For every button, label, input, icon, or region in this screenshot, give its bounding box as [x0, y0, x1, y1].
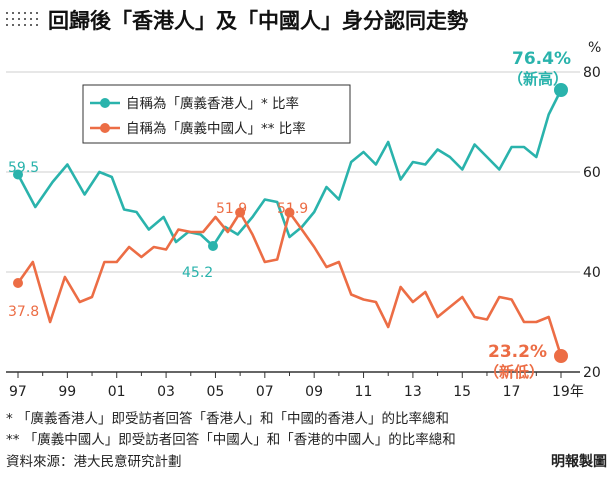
legend-marker-hk	[100, 98, 110, 108]
x-tick-label-2: 01	[108, 384, 126, 400]
x-tick-label-11: 19年	[552, 384, 584, 400]
data-marker-4	[13, 278, 23, 288]
data-label-hk-2005: 45.2	[182, 265, 213, 281]
title-dots	[6, 12, 38, 26]
x-tick-label-10: 17	[503, 384, 521, 400]
x-tick-labels: 97 99 01 03 05 07 09 11 13 15 17 19年	[9, 384, 584, 400]
x-tick-label-1: 99	[58, 384, 76, 400]
data-marker-2	[554, 83, 568, 97]
data-label-hk-1997: 59.5	[8, 160, 39, 176]
x-tick-label-6: 09	[305, 384, 323, 400]
data-label-hk-2019-note: （新高）	[508, 70, 568, 88]
y-tick-label-20: 20	[583, 365, 601, 381]
credit: 明報製圖	[551, 453, 607, 470]
chart-title: 回歸後「香港人」及「中國人」身分認同走勢	[48, 8, 468, 33]
legend: 自稱為「廣義香港人」* 比率 自稱為「廣義中國人」** 比率	[82, 84, 351, 144]
x-tick-label-9: 15	[453, 384, 471, 400]
x-tick-label-7: 11	[355, 384, 373, 400]
series-line-0	[16, 89, 563, 248]
data-label-cn-2006: 51.9	[216, 201, 247, 217]
legend-label-hk: 自稱為「廣義香港人」* 比率	[126, 95, 299, 112]
y-axis-unit: %	[588, 40, 601, 56]
legend-box	[82, 84, 351, 144]
data-marker-5	[235, 207, 246, 218]
footnote-hk: * 「廣義香港人」即受訪者回答「香港人」和「中國的香港人」的比率總和	[6, 410, 449, 427]
x-tick-marks	[17, 372, 562, 378]
data-label-cn-2019-note: （新低）	[484, 363, 544, 381]
data-labels: 59.5 45.2 76.4% （新高） 37.8 51.9 51.9 23.2…	[8, 49, 571, 381]
y-tick-labels: 20 40 60 80	[583, 65, 601, 381]
legend-label-cn: 自稱為「廣義中國人」** 比率	[126, 120, 306, 137]
x-tick-label-8: 13	[404, 384, 422, 400]
legend-marker-cn	[100, 123, 110, 133]
data-marker-7	[554, 349, 568, 363]
x-tick-label-0: 97	[9, 384, 27, 400]
source-note: 資料來源：港大民意研究計劃	[6, 453, 182, 470]
data-marker-1	[207, 241, 218, 251]
data-label-cn-1997: 37.8	[8, 304, 39, 320]
series-layer	[13, 83, 568, 363]
y-tick-label-60: 60	[583, 165, 601, 181]
x-tick-label-5: 07	[256, 384, 274, 400]
x-tick-label-4: 05	[206, 384, 224, 400]
y-tick-label-80: 80	[583, 65, 601, 81]
data-label-cn-2008: 51.9	[277, 201, 308, 217]
data-label-cn-2019: 23.2%	[488, 342, 547, 362]
data-label-hk-2019: 76.4%	[512, 49, 571, 69]
series-line-1	[16, 211, 563, 357]
y-tick-label-40: 40	[583, 265, 601, 281]
footnote-cn: ** 「廣義中國人」即受訪者回答「中國人」和「香港的中國人」的比率總和	[6, 431, 456, 448]
data-marker-0	[13, 169, 23, 180]
data-marker-6	[284, 207, 295, 218]
x-tick-label-3: 03	[157, 384, 175, 400]
